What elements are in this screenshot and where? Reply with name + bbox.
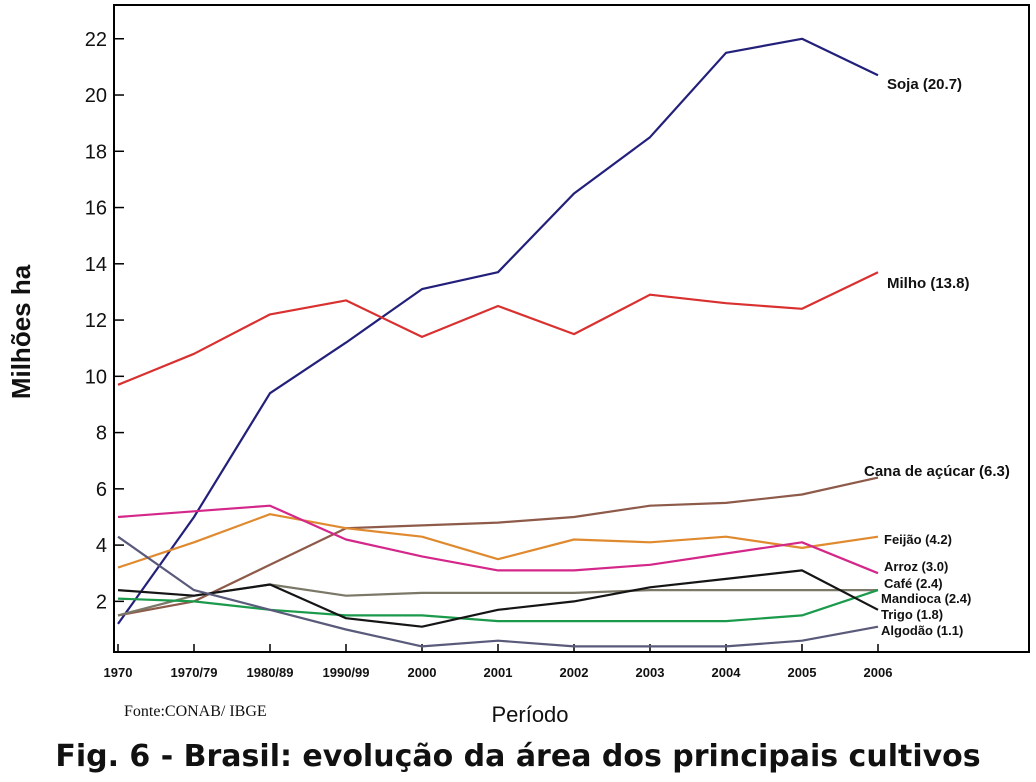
y-tick-label: 10 — [85, 366, 107, 388]
series-lines — [117, 37, 879, 648]
series-label-algodao: Algodão (1.1) — [881, 623, 963, 638]
y-tick-label: 8 — [96, 423, 107, 445]
x-tick-label: 2001 — [484, 665, 513, 680]
y-tick-label: 16 — [85, 198, 107, 220]
y-axis-label: Milhões ha — [6, 264, 36, 399]
x-axis-ticks: 1970 1970/79 1980/89 1990/99 2000 2001 2002 200… — [104, 644, 893, 680]
series-label-arroz: Arroz (3.0) — [884, 559, 948, 574]
x-tick-label: 2005 — [788, 665, 817, 680]
x-axis-label: Período — [491, 702, 568, 727]
series-label-cafe: Café (2.4) — [884, 576, 943, 591]
x-tick-label: 2004 — [712, 665, 742, 680]
figure-caption: Fig. 6 - Brasil: evolução da área dos pr… — [55, 739, 980, 774]
series-line-soja — [117, 37, 879, 625]
x-tick-label: 1980/89 — [247, 665, 294, 680]
series-line-feijao — [117, 513, 879, 569]
series-line-cana — [117, 476, 879, 617]
series-line-arroz — [117, 504, 879, 575]
y-tick-label: 20 — [85, 85, 107, 107]
source-note: Fonte:CONAB/ IBGE — [124, 703, 267, 720]
series-line-trigo — [117, 569, 879, 628]
y-tick-label: 12 — [85, 310, 107, 332]
y-tick-label: 6 — [96, 479, 107, 501]
x-tick-label: 2003 — [636, 665, 665, 680]
plot-frame — [113, 4, 1030, 653]
series-labels: Soja (20.7) Milho (13.8) Cana de açúcar (6… — [864, 76, 1010, 638]
x-tick-label: 2000 — [408, 665, 437, 680]
series-label-trigo: Trigo (1.8) — [881, 607, 943, 622]
y-tick-label: 18 — [85, 141, 107, 163]
series-label-feijao: Feijão (4.2) — [884, 532, 952, 547]
y-tick-label: 22 — [85, 29, 107, 51]
x-tick-label: 1970/79 — [171, 665, 218, 680]
series-line-milho — [117, 271, 879, 386]
y-tick-label: 4 — [96, 535, 107, 557]
x-tick-label: 2002 — [560, 665, 589, 680]
series-line-algodao — [117, 535, 879, 648]
series-line-mandioca — [117, 589, 879, 623]
y-tick-label: 2 — [96, 591, 107, 613]
series-label-mandioca: Mandioca (2.4) — [881, 591, 971, 606]
series-label-soja: Soja (20.7) — [887, 76, 962, 93]
series-label-milho: Milho (13.8) — [887, 275, 970, 292]
x-tick-label: 1990/99 — [323, 665, 370, 680]
x-tick-label: 2006 — [864, 665, 893, 680]
y-tick-label: 14 — [85, 254, 107, 276]
series-label-cana: Cana de açúcar (6.3) — [864, 463, 1010, 480]
x-tick-label: 1970 — [104, 665, 133, 680]
y-axis-ticks: 2 4 6 8 10 12 14 16 18 20 22 — [85, 29, 124, 613]
